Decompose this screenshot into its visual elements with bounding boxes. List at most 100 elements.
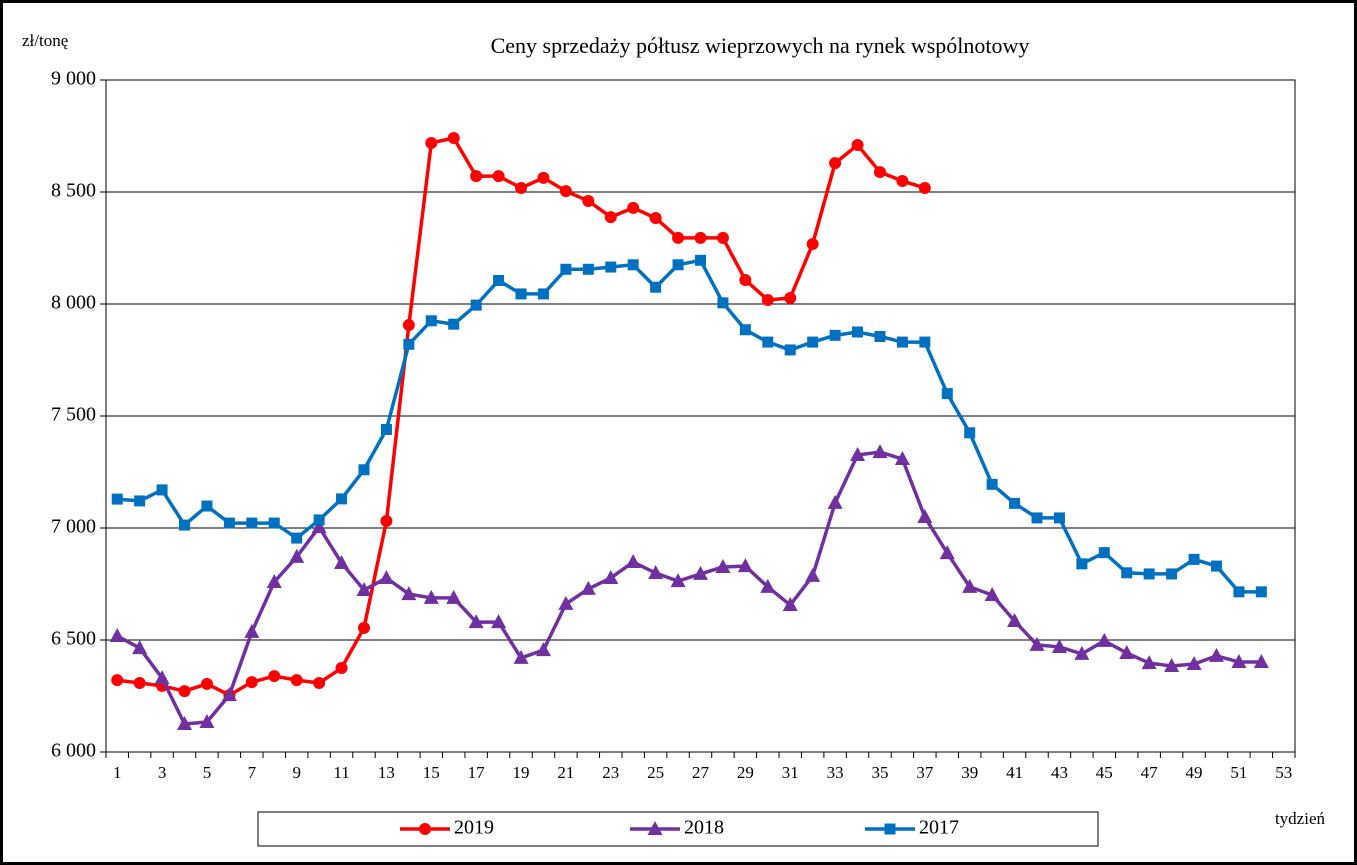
data-point [491,614,507,629]
data-point [1164,657,1180,672]
x-tick-label: 47 [1141,763,1159,782]
data-point [513,649,529,664]
x-tick-label: 35 [871,763,888,782]
data-point [378,569,394,584]
x-tick-label: 49 [1186,763,1203,782]
data-point [896,175,909,188]
x-tick-label: 17 [468,763,486,782]
data-point [806,237,819,250]
data-point [560,263,572,275]
data-point [694,231,707,244]
x-tick-label: 25 [647,763,664,782]
x-tick-label: 45 [1096,763,1113,782]
data-point [266,573,282,588]
data-point [782,597,798,612]
data-point [334,554,350,569]
data-point [313,677,326,690]
data-point [515,288,527,300]
data-point [313,514,325,526]
data-point [535,642,551,657]
data-point [492,170,505,183]
data-point [919,336,931,348]
data-point [829,329,841,341]
data-point [109,627,125,642]
data-point [558,595,574,610]
x-tick-label: 11 [333,763,349,782]
data-point [739,324,751,336]
data-point [852,326,864,338]
data-point [1231,653,1247,668]
data-point [580,580,596,595]
data-point [401,586,417,601]
data-point [827,494,843,509]
data-point [134,495,146,507]
data-point [872,444,888,459]
data-point [1233,586,1245,598]
data-point [894,451,910,466]
data-point [986,478,998,490]
data-point [1253,653,1269,668]
data-point [695,254,706,266]
series-line [117,258,1262,594]
x-tick-label: 1 [113,763,122,782]
series-line [116,450,1262,726]
legend-marker [884,823,896,835]
data-point [582,194,595,207]
data-point [604,211,617,224]
data-point [336,493,348,505]
data-point [717,297,729,309]
data-point [268,517,280,529]
data-point [448,318,460,330]
data-point [356,582,372,597]
data-point [1031,512,1043,524]
data-point [1119,644,1135,659]
data-point [851,138,864,151]
data-point [670,573,686,588]
x-tick-label: 3 [158,763,167,782]
data-point [221,687,237,702]
data-point [133,677,146,690]
x-tick-label: 37 [916,763,934,782]
x-tick-label: 5 [203,763,212,782]
data-point [984,586,1000,601]
data-point [1053,512,1065,524]
data-point [493,274,505,286]
data-point [850,446,866,461]
data-point [918,181,931,194]
data-point [1208,647,1224,662]
chart-title: Ceny sprzedaży półtusz wieprzowych na ry… [491,33,1030,58]
y-tick-label: 8 500 [51,180,96,202]
data-point [178,685,191,698]
data-point [403,338,415,350]
data-point [246,517,258,529]
data-point [290,674,303,687]
data-point [760,578,776,593]
data-point [358,464,370,476]
legend-label: 2017 [919,817,959,839]
data-point [291,532,303,544]
data-point [939,545,955,560]
x-tick-label: 29 [737,763,754,782]
y-tick-label: 8 000 [51,292,96,314]
data-point [423,589,439,604]
data-point [268,670,281,683]
data-point [559,185,572,198]
data-point [446,589,462,604]
data-point [807,336,819,348]
data-point [380,423,392,435]
data-point [1098,547,1110,559]
x-tick-label: 15 [423,763,440,782]
data-point [896,336,908,348]
data-point [627,201,640,214]
data-point [357,621,370,634]
data-point [199,713,215,728]
x-tick-label: 39 [961,763,978,782]
x-axis-label: tydzień [1275,809,1326,828]
x-tick-label: 27 [692,763,710,782]
x-tick-label: 41 [1006,763,1023,782]
data-point [650,281,662,293]
data-point [582,263,594,275]
data-point [470,299,482,311]
x-tick-label: 33 [827,763,844,782]
